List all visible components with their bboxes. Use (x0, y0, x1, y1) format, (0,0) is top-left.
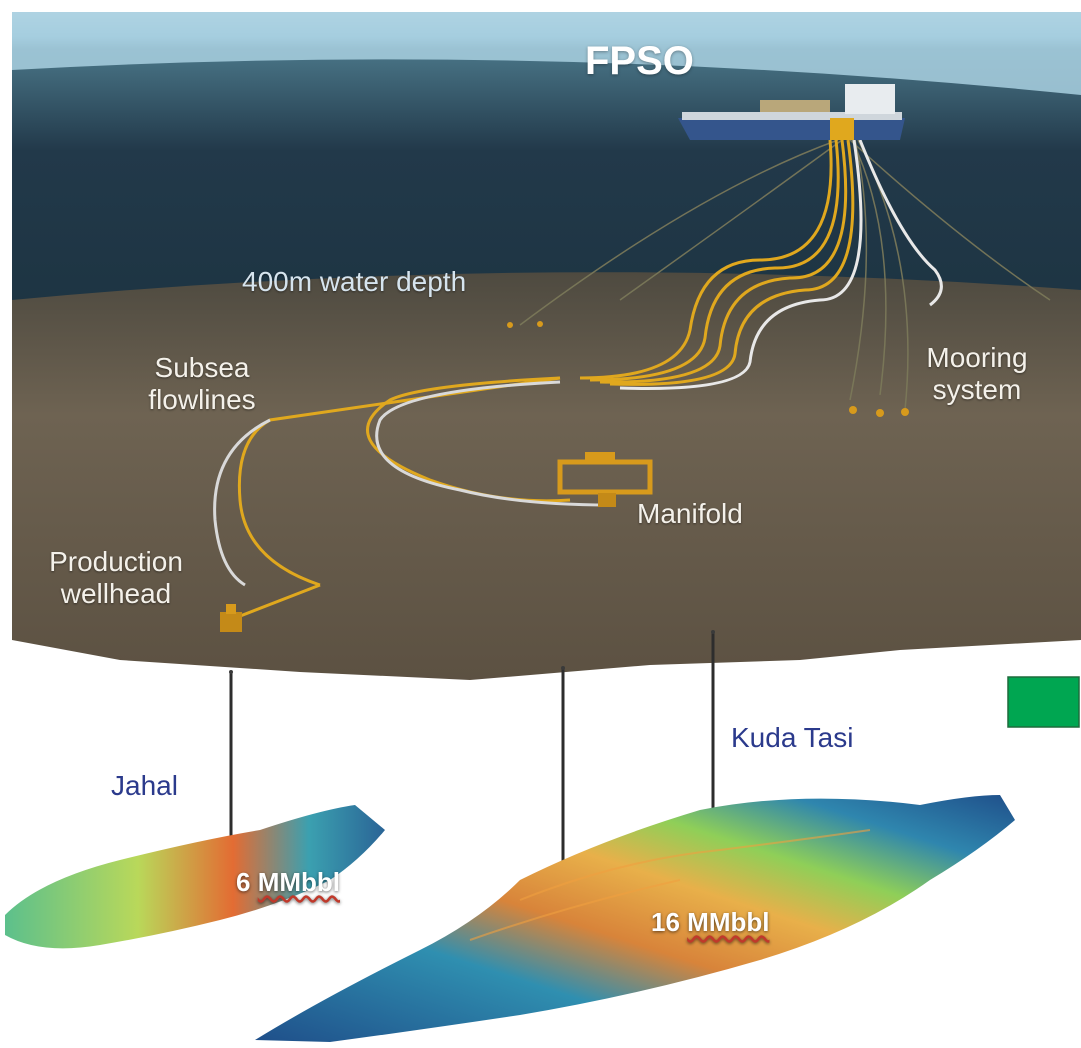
mooring-lines (519, 139, 1051, 411)
fpso-vessel (678, 84, 905, 140)
sea-surface (12, 12, 1081, 95)
mooring-anchors (507, 321, 909, 417)
legend-color-box (1007, 676, 1080, 728)
fpso-label: FPSO (585, 39, 694, 83)
seabed (12, 272, 1081, 680)
jahal-volume: 6 MMbbl (236, 867, 341, 898)
jahal-label: Jahal (111, 770, 178, 801)
mooring-system-line2: system (932, 374, 1022, 406)
production-wellhead-line1: Production (49, 546, 183, 577)
sea-water (12, 12, 1081, 320)
mooring-system-label: Mooring system (905, 342, 1049, 406)
well-markers (229, 630, 715, 674)
jahal-volume-value: 6 (236, 867, 251, 897)
manifold-label: Manifold (637, 498, 743, 529)
kuda-tasi-volume: 16 MMbbl (651, 907, 770, 938)
subsea-flowlines-label: Subsea flowlines (134, 352, 270, 416)
production-wellhead-line2: wellhead (60, 578, 172, 610)
kuda-tasi-label: Kuda Tasi (731, 722, 854, 753)
subsea-flowlines-line1: Subsea (154, 352, 250, 383)
subsea-flowlines (213, 376, 611, 622)
manifold-structure (557, 452, 653, 507)
kuda-tasi-volume-value: 16 (651, 907, 680, 937)
risers (579, 139, 943, 390)
kuda-tasi-volume-unit: MMbbl (687, 907, 770, 937)
production-wellhead-label: Production wellhead (28, 546, 204, 610)
kuda-tasi-reservoir (255, 795, 1015, 1042)
wellhead-structure (220, 604, 242, 632)
subsea-flowlines-line2: flowlines (148, 384, 256, 416)
water-depth-label: 400m water depth (242, 266, 467, 297)
mooring-system-line1: Mooring (926, 342, 1028, 373)
jahal-volume-unit: MMbbl (257, 867, 341, 897)
jahal-reservoir (5, 805, 385, 949)
kuda-tasi-contours (469, 829, 871, 941)
